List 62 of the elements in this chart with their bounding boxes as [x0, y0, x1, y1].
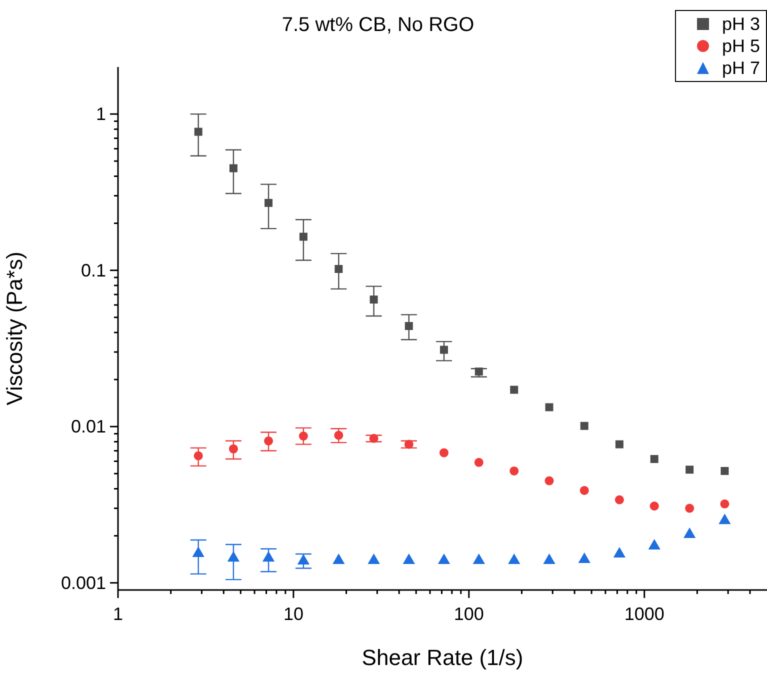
- point: [510, 386, 518, 394]
- y-axis-title: Viscosity (Pa*s): [2, 252, 27, 406]
- point: [648, 539, 660, 550]
- point: [718, 514, 731, 524]
- point: [438, 553, 450, 564]
- point: [370, 296, 378, 304]
- point: [229, 164, 238, 172]
- point: [439, 448, 448, 458]
- point: [474, 458, 484, 467]
- x-axis-title: Shear Rate (1/s): [362, 645, 524, 670]
- point: [332, 553, 345, 564]
- point: [299, 232, 308, 241]
- point: [544, 476, 554, 486]
- point: [368, 553, 380, 564]
- point: [192, 546, 204, 558]
- x-tick-label: 100: [454, 604, 484, 624]
- legend-label: pH 5: [722, 35, 760, 57]
- point: [510, 466, 519, 476]
- point: [686, 466, 694, 474]
- point: [404, 322, 413, 330]
- point: [472, 553, 485, 564]
- point: [613, 546, 626, 558]
- point: [264, 198, 273, 207]
- x-tick-label: 10: [283, 604, 304, 624]
- point: [543, 553, 556, 564]
- y-tick-label: 0.001: [60, 572, 106, 593]
- point: [334, 264, 343, 273]
- point: [685, 504, 694, 513]
- point: [650, 502, 659, 511]
- point: [720, 499, 730, 508]
- point: [578, 552, 590, 564]
- point: [262, 551, 275, 562]
- point: [228, 444, 238, 454]
- point: [580, 486, 589, 495]
- y-tick-label: 0.01: [70, 416, 106, 437]
- x-tick-label: 1: [112, 604, 124, 624]
- point: [404, 440, 414, 449]
- point: [264, 436, 274, 446]
- point: [545, 403, 554, 412]
- point: [580, 422, 588, 430]
- point: [720, 466, 729, 475]
- point: [402, 553, 415, 564]
- point: [334, 430, 344, 440]
- point: [227, 551, 240, 562]
- point: [440, 346, 448, 354]
- point: [474, 368, 483, 376]
- point: [650, 455, 658, 464]
- y-tick-label: 0.1: [80, 260, 106, 280]
- point: [615, 440, 624, 448]
- chart-title: 7.5 wt% CB, No RGO: [280, 14, 476, 37]
- legend-label: pH 7: [722, 57, 760, 79]
- point: [194, 128, 202, 136]
- point: [369, 434, 378, 443]
- legend-label: pH 3: [722, 13, 760, 35]
- x-tick-label: 1000: [624, 604, 664, 624]
- y-tick-label: 1: [96, 104, 106, 124]
- point: [194, 451, 203, 460]
- point: [614, 495, 624, 504]
- point: [298, 432, 308, 441]
- point: [297, 554, 310, 564]
- point: [683, 527, 696, 538]
- point: [508, 553, 520, 564]
